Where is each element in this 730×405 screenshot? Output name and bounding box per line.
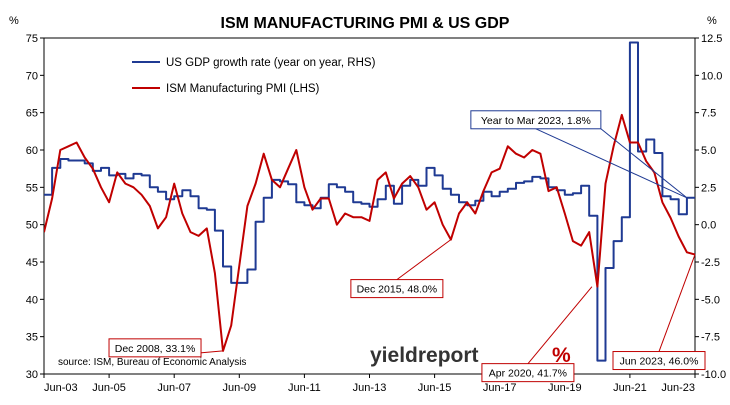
x-tick-label: Jun-05 xyxy=(92,382,126,394)
annotation-leader xyxy=(396,239,452,281)
annotation-label: Year to Mar 2023, 1.8% xyxy=(481,115,591,127)
legend: US GDP growth rate (year on year, RHS) I… xyxy=(132,57,376,95)
plot-series xyxy=(44,41,695,362)
left-tick-label: 40 xyxy=(26,294,38,306)
brand-word: yieldreport xyxy=(370,344,479,367)
right-tick-label: -10.0 xyxy=(701,369,726,381)
x-tick-label: Jun-13 xyxy=(353,382,387,394)
x-tick-label: Jun-19 xyxy=(548,382,582,394)
annotation-box xyxy=(350,279,444,299)
left-tick-label: 70 xyxy=(26,70,38,82)
gdp-series-line xyxy=(44,41,695,362)
left-tick-label: 55 xyxy=(26,182,38,194)
annotation-label: Apr 2020, 41.7% xyxy=(489,368,567,380)
right-tick-label: -5.0 xyxy=(701,294,720,306)
legend-label-gdp: US GDP growth rate (year on year, RHS) xyxy=(166,57,376,69)
right-tick-label: 0.0 xyxy=(701,220,716,232)
annotation-box xyxy=(470,110,602,130)
right-tick-label: -2.5 xyxy=(701,257,720,269)
annotation-label: Dec 2015, 48.0% xyxy=(357,284,438,296)
brand-symbol: % xyxy=(552,344,571,367)
left-tick-label: 45 xyxy=(26,257,38,269)
x-tick-label: Jun-15 xyxy=(418,382,452,394)
x-tick-label: Jun-03 xyxy=(44,382,78,394)
left-tick-label: 50 xyxy=(26,220,38,232)
left-tick-label: 75 xyxy=(26,33,38,45)
right-axis-unit: % xyxy=(707,15,717,27)
x-tick-label: Jun-17 xyxy=(483,382,517,394)
right-tick-label: 7.5 xyxy=(701,108,716,120)
annotation-label: Jun 2023, 46.0% xyxy=(620,356,699,368)
annotation-leader xyxy=(658,254,696,352)
left-tick-label: 30 xyxy=(26,369,38,381)
right-tick-label: 10.0 xyxy=(701,70,722,82)
annotation-leader xyxy=(600,128,688,199)
left-axis-unit: % xyxy=(9,15,19,27)
annotation-box xyxy=(108,338,202,358)
annotation-box xyxy=(612,351,706,371)
legend-label-pmi: ISM Manufacturing PMI (LHS) xyxy=(166,83,320,95)
x-tick-label: Jun-11 xyxy=(288,382,321,394)
source-note: source: ISM, Bureau of Economic Analysis xyxy=(58,357,246,368)
left-tick-label: 60 xyxy=(26,145,38,157)
annotations: Dec 2008, 33.1% Dec 2015, 48.0% Apr 2020, … xyxy=(108,110,706,383)
annotation-label: Dec 2008, 33.1% xyxy=(115,343,196,355)
brand-logo: yieldreport % xyxy=(370,344,571,367)
left-tick-label: 65 xyxy=(26,108,38,120)
annotation-box xyxy=(481,363,575,383)
right-tick-label: 12.5 xyxy=(701,33,722,45)
right-tick-label: 5.0 xyxy=(701,145,716,157)
axes: 30 35 40 45 50 55 60 65 70 75 -10.0 -7.5 -5.0 -2.5 0.0… xyxy=(26,33,726,394)
x-tick-label: Jun-09 xyxy=(222,382,256,394)
x-tick-label: Jun-23 xyxy=(661,382,695,394)
chart-title: ISM MANUFACTURING PMI & US GDP xyxy=(221,15,510,32)
pmi-series-line xyxy=(44,113,695,352)
annotation-leader xyxy=(527,286,593,364)
right-tick-label: 2.5 xyxy=(701,182,716,194)
x-tick-label: Jun-07 xyxy=(157,382,191,394)
left-tick-label: 35 xyxy=(26,332,38,344)
annotation-leader xyxy=(535,128,688,199)
x-tick-label: Jun-21 xyxy=(613,382,647,394)
right-tick-label: -7.5 xyxy=(701,332,720,344)
